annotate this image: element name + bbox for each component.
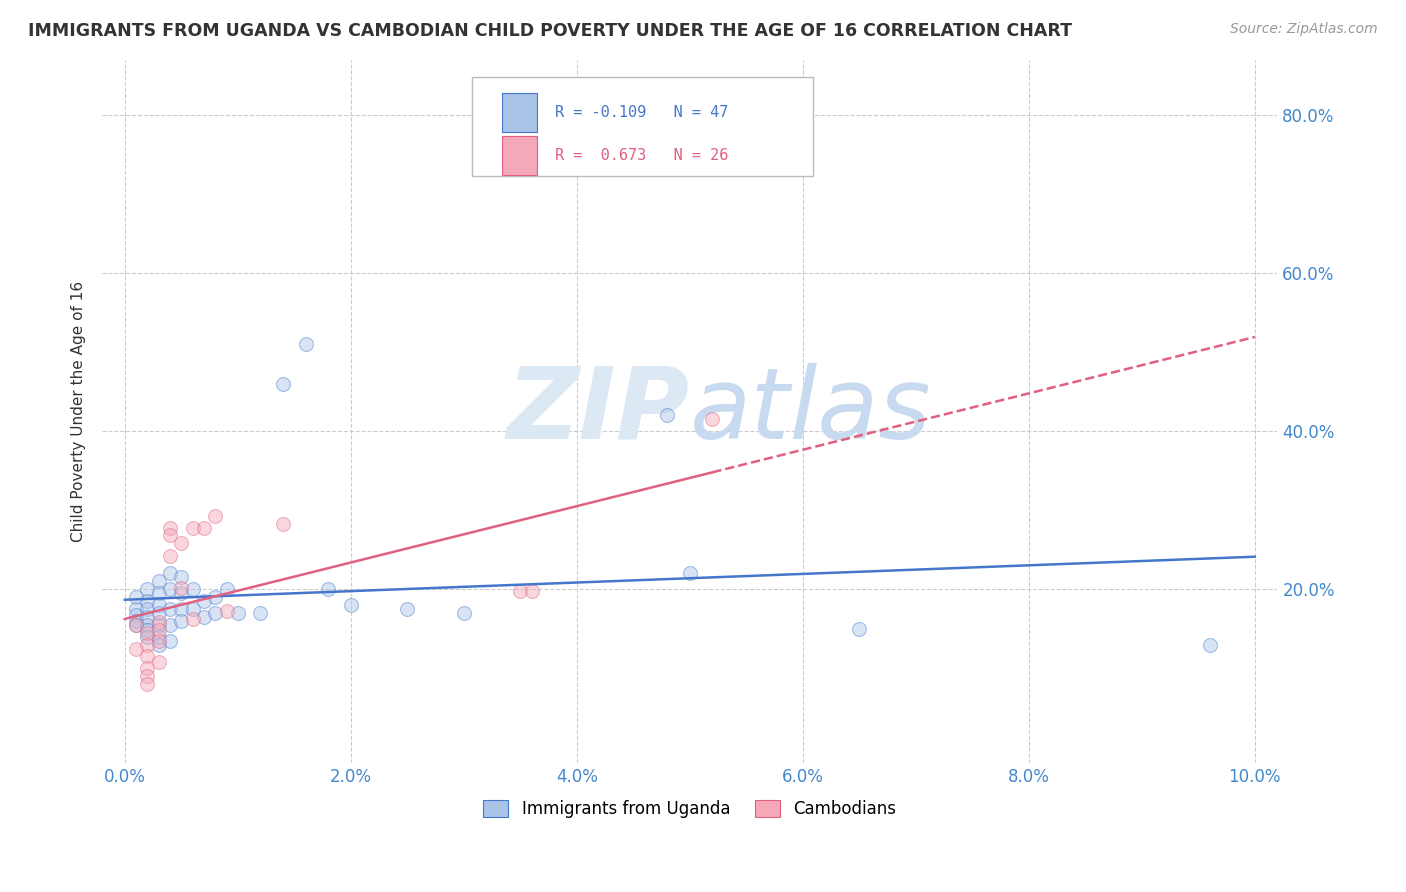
- Point: [340, 598, 363, 612]
- Point: [848, 622, 870, 636]
- Text: R =  0.673   N = 26: R = 0.673 N = 26: [554, 148, 728, 163]
- Point: [316, 582, 339, 597]
- Point: [136, 669, 159, 683]
- Point: [159, 566, 181, 581]
- Point: [193, 594, 215, 608]
- Point: [148, 617, 170, 632]
- Point: [159, 617, 181, 632]
- Point: [170, 602, 193, 616]
- Point: [159, 520, 181, 534]
- Point: [181, 602, 204, 616]
- Point: [125, 617, 148, 632]
- Point: [136, 582, 159, 597]
- Point: [148, 598, 170, 612]
- Point: [125, 641, 148, 656]
- Point: [170, 614, 193, 628]
- Point: [136, 625, 159, 640]
- Y-axis label: Child Poverty Under the Age of 16: Child Poverty Under the Age of 16: [72, 281, 86, 542]
- Point: [396, 602, 419, 616]
- Point: [125, 590, 148, 604]
- Point: [125, 614, 148, 628]
- Point: [204, 509, 226, 524]
- Point: [170, 570, 193, 584]
- Point: [148, 606, 170, 620]
- Point: [509, 583, 531, 598]
- Point: [136, 610, 159, 624]
- FancyBboxPatch shape: [502, 136, 537, 175]
- Point: [226, 606, 249, 620]
- FancyBboxPatch shape: [502, 94, 537, 132]
- Point: [148, 633, 170, 648]
- Point: [159, 528, 181, 542]
- Point: [159, 633, 181, 648]
- Point: [181, 612, 204, 626]
- Point: [702, 412, 724, 426]
- Point: [453, 606, 475, 620]
- Point: [181, 582, 204, 597]
- Point: [136, 661, 159, 675]
- Point: [148, 630, 170, 644]
- Point: [249, 606, 271, 620]
- Legend: Immigrants from Uganda, Cambodians: Immigrants from Uganda, Cambodians: [477, 794, 903, 825]
- Point: [136, 649, 159, 664]
- Point: [271, 517, 294, 532]
- Point: [148, 624, 170, 638]
- Point: [657, 409, 679, 423]
- Point: [159, 549, 181, 563]
- Point: [193, 610, 215, 624]
- Text: IMMIGRANTS FROM UGANDA VS CAMBODIAN CHILD POVERTY UNDER THE AGE OF 16 CORRELATIO: IMMIGRANTS FROM UGANDA VS CAMBODIAN CHIL…: [28, 22, 1073, 40]
- Point: [136, 594, 159, 608]
- Point: [125, 602, 148, 616]
- Text: atlas: atlas: [690, 363, 931, 460]
- Point: [520, 583, 543, 598]
- Point: [170, 581, 193, 595]
- Point: [679, 566, 702, 581]
- Text: ZIP: ZIP: [506, 363, 690, 460]
- Point: [148, 574, 170, 589]
- Point: [215, 604, 238, 618]
- Point: [170, 586, 193, 600]
- Point: [148, 655, 170, 669]
- Point: [204, 606, 226, 620]
- FancyBboxPatch shape: [472, 78, 813, 176]
- Point: [148, 586, 170, 600]
- Point: [1198, 638, 1220, 652]
- Point: [215, 582, 238, 597]
- Point: [136, 602, 159, 616]
- Point: [125, 617, 148, 632]
- Point: [170, 536, 193, 550]
- Point: [148, 638, 170, 652]
- Point: [159, 602, 181, 616]
- Point: [181, 520, 204, 534]
- Point: [271, 376, 294, 391]
- Point: [148, 615, 170, 630]
- Text: R = -0.109   N = 47: R = -0.109 N = 47: [554, 105, 728, 120]
- Point: [204, 590, 226, 604]
- Text: Source: ZipAtlas.com: Source: ZipAtlas.com: [1230, 22, 1378, 37]
- Point: [294, 337, 316, 351]
- Point: [136, 638, 159, 652]
- Point: [136, 630, 159, 644]
- Point: [159, 582, 181, 597]
- Point: [125, 607, 148, 622]
- Point: [136, 624, 159, 638]
- Point: [193, 520, 215, 534]
- Point: [136, 677, 159, 691]
- Point: [136, 617, 159, 632]
